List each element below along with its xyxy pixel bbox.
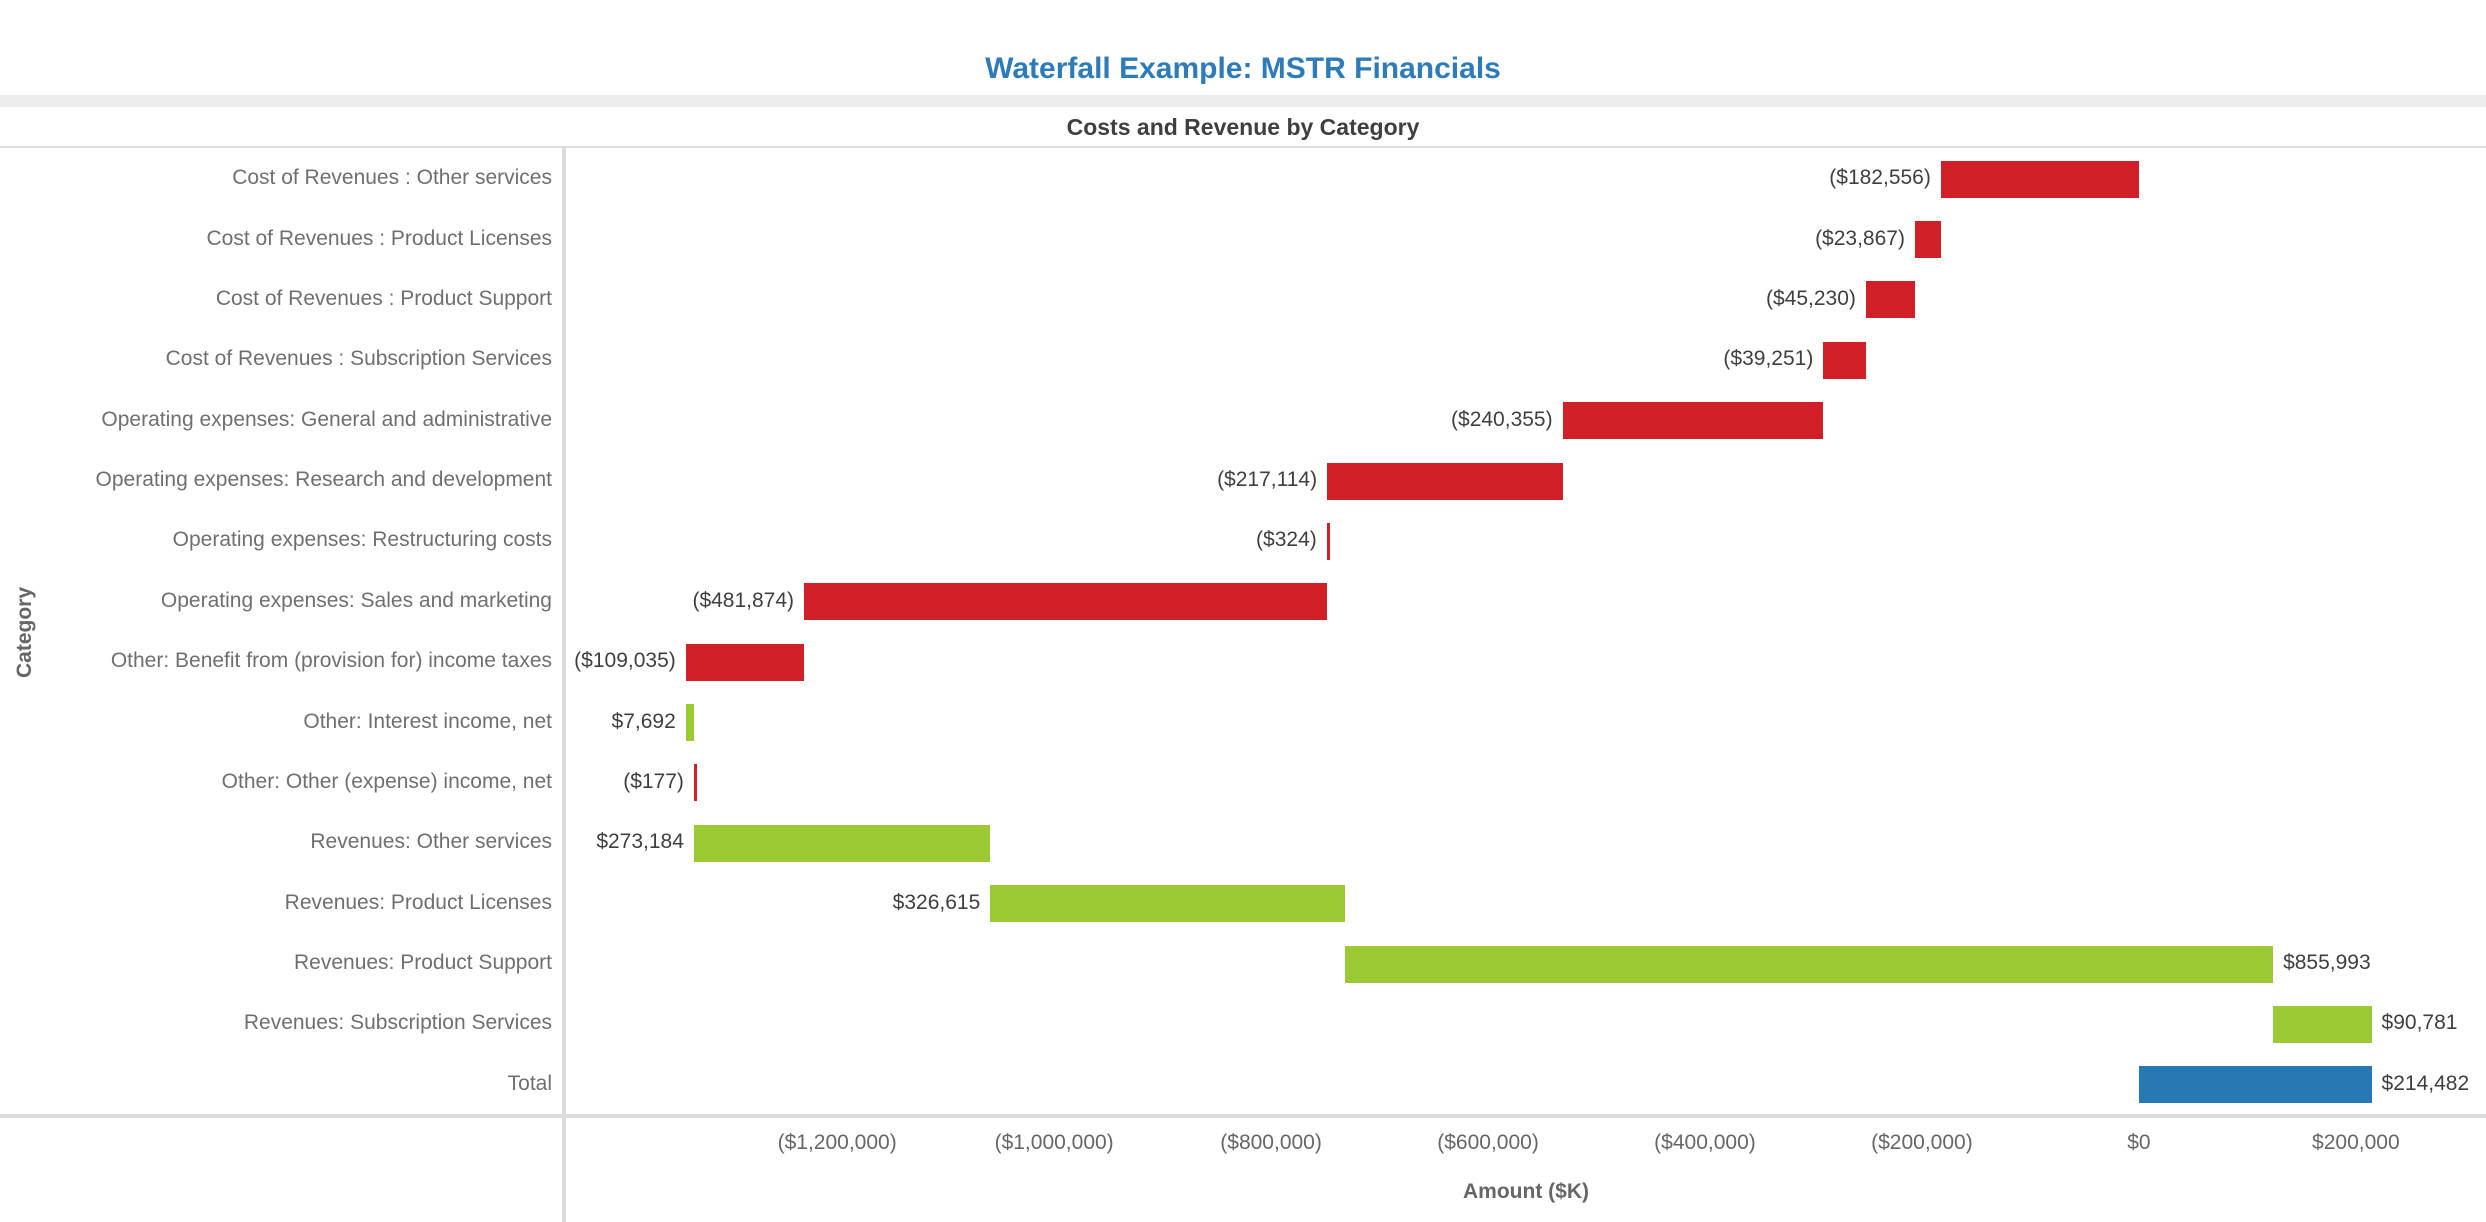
- chart-title: Costs and Revenue by Category: [1066, 114, 1420, 140]
- waterfall-bar[interactable]: [1327, 462, 1563, 500]
- category-label: Total: [507, 1071, 552, 1095]
- category-label: Revenues: Subscription Services: [243, 1011, 552, 1035]
- category-label: Operating expenses: General and administ…: [101, 407, 552, 431]
- x-axis-tick-label: ($200,000): [1871, 1131, 1973, 1154]
- page-title: Waterfall Example: MSTR Financials: [985, 52, 1501, 85]
- value-label: ($23,867): [1815, 226, 1905, 250]
- category-label: Cost of Revenues : Subscription Services: [165, 347, 552, 371]
- category-label: Operating expenses: Restructuring costs: [172, 528, 552, 552]
- x-axis-tick-label: ($400,000): [1654, 1131, 1756, 1154]
- x-axis-title: Amount ($K): [1463, 1180, 1589, 1203]
- category-label: Other: Other (expense) income, net: [221, 769, 552, 793]
- chart-title-divider: [0, 146, 2486, 148]
- waterfall-bar[interactable]: [693, 764, 697, 802]
- waterfall-bar[interactable]: [1326, 522, 1330, 560]
- waterfall-bar[interactable]: [685, 704, 695, 742]
- value-label: $326,615: [892, 890, 981, 914]
- waterfall-bar[interactable]: [804, 583, 1327, 621]
- x-axis-tick-label: $0: [2127, 1131, 2151, 1154]
- value-label: ($39,251): [1723, 347, 1814, 371]
- waterfall-bar[interactable]: [1865, 281, 1915, 319]
- value-label: ($240,355): [1451, 407, 1553, 431]
- category-label: Revenues: Product Support: [294, 951, 552, 975]
- value-label: ($45,230): [1766, 286, 1856, 310]
- value-label: ($481,874): [692, 588, 795, 612]
- value-label: ($217,114): [1217, 468, 1318, 492]
- waterfall-bar[interactable]: [1562, 402, 1824, 440]
- value-label: ($324): [1256, 528, 1317, 552]
- category-label: Operating expenses: Sales and marketing: [160, 588, 552, 612]
- waterfall-bar[interactable]: [1914, 221, 1941, 259]
- waterfall-bar[interactable]: [2273, 1005, 2372, 1043]
- header-divider-band: [0, 95, 2486, 107]
- x-axis-tick-label: ($800,000): [1220, 1131, 1322, 1154]
- value-label: ($182,556): [1829, 166, 1931, 190]
- waterfall-bar[interactable]: [1823, 341, 1866, 379]
- value-label: $273,184: [596, 830, 684, 854]
- waterfall-bar[interactable]: [2138, 1066, 2372, 1104]
- category-label: Cost of Revenues : Product Support: [215, 286, 552, 310]
- value-label: ($109,035): [574, 649, 676, 673]
- x-axis-tick-label: ($1,200,000): [777, 1131, 897, 1154]
- x-axis-tick-label: ($600,000): [1437, 1131, 1539, 1154]
- x-axis-tick-label: $200,000: [2312, 1131, 2400, 1154]
- waterfall-bar[interactable]: [693, 824, 991, 862]
- category-label: Other: Interest income, net: [303, 709, 552, 733]
- category-label: Operating expenses: Research and develop…: [95, 468, 552, 492]
- category-label: Cost of Revenues : Other services: [232, 166, 552, 190]
- category-label: Revenues: Product Licenses: [284, 890, 552, 914]
- waterfall-bar[interactable]: [1940, 160, 2139, 198]
- value-label: $7,692: [611, 709, 676, 733]
- waterfall-bar[interactable]: [1344, 945, 2274, 983]
- waterfall-bar[interactable]: [990, 885, 1345, 923]
- value-label: $855,993: [2283, 951, 2371, 975]
- value-label: ($177): [623, 769, 684, 793]
- value-label: $90,781: [2381, 1011, 2458, 1035]
- waterfall-bar[interactable]: [685, 643, 804, 681]
- x-axis-tick-label: ($1,000,000): [994, 1131, 1114, 1154]
- category-label: Cost of Revenues : Product Licenses: [206, 226, 552, 250]
- category-label: Other: Benefit from (provision for) inco…: [110, 649, 552, 673]
- category-label: Revenues: Other services: [310, 830, 552, 854]
- value-label: $214,482: [2381, 1071, 2470, 1095]
- x-axis-line: [0, 1114, 2486, 1118]
- category-axis-separator: [562, 148, 566, 1222]
